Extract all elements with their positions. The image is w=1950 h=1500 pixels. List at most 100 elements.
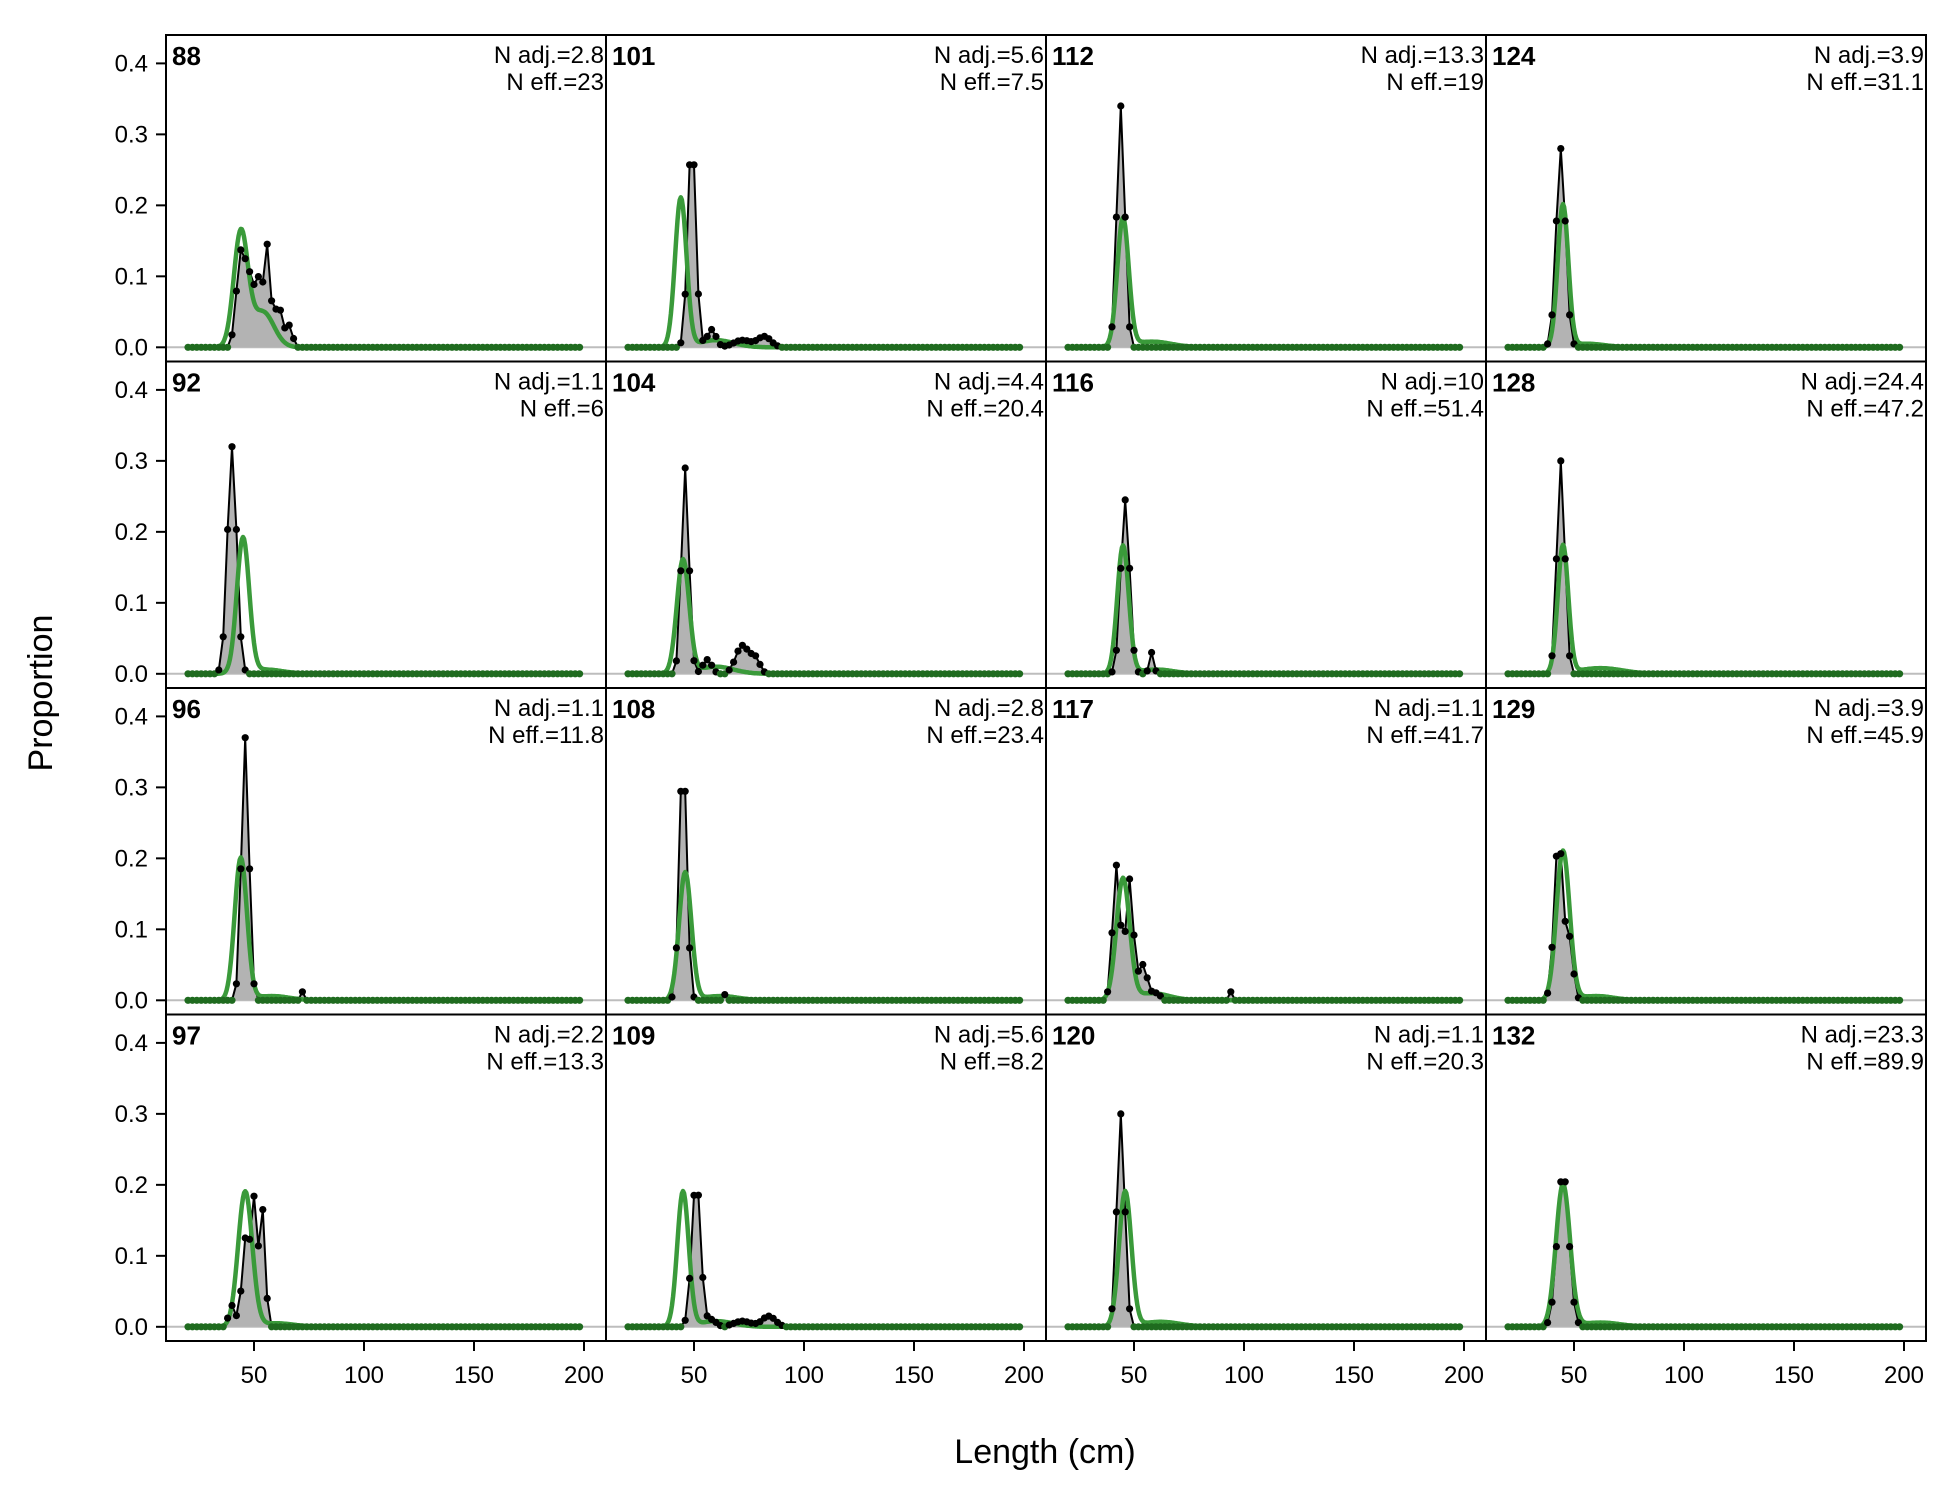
observed-point xyxy=(232,1312,240,1320)
observed-point xyxy=(1112,213,1120,221)
y-tick-label: 0.4 xyxy=(115,703,148,730)
observed-point xyxy=(1121,213,1129,221)
observed-point xyxy=(1544,670,1552,678)
observed-point xyxy=(756,660,764,668)
observed-point xyxy=(1148,648,1156,657)
observed-point xyxy=(1130,931,1138,939)
observed-point xyxy=(1112,1208,1120,1216)
n-eff-label: N eff.=51.4 xyxy=(1366,396,1484,423)
observed-point xyxy=(215,666,223,674)
x-tick-label: 100 xyxy=(1224,1362,1264,1389)
panel-frame xyxy=(1485,1013,1927,1342)
observed-point xyxy=(576,343,584,351)
observed-point xyxy=(694,667,702,676)
observed-point xyxy=(1561,555,1569,563)
n-adj-label: N adj.=1.1 xyxy=(494,695,604,722)
n-eff-label: N eff.=23 xyxy=(506,69,604,96)
panel-id-label: 129 xyxy=(1492,694,1535,724)
n-eff-label: N eff.=13.3 xyxy=(486,1049,604,1076)
observed-point xyxy=(237,1287,245,1295)
observed-point xyxy=(285,321,293,329)
observed-point xyxy=(708,325,716,334)
observed-point xyxy=(1570,1298,1578,1306)
observed-point xyxy=(254,1242,262,1250)
observed-point xyxy=(672,343,680,351)
observed-point xyxy=(1552,217,1560,225)
observed-point xyxy=(1112,646,1120,654)
y-tick-label: 0.0 xyxy=(115,661,148,688)
observed-fill xyxy=(188,446,580,674)
observed-point xyxy=(721,991,729,999)
observed-point xyxy=(690,161,698,169)
expected-line xyxy=(186,534,581,677)
panel-101: 101 N adj.=5.6N eff.=7.5 xyxy=(605,34,1047,363)
observed-point xyxy=(668,670,676,678)
x-tick-label: 200 xyxy=(564,1362,604,1389)
n-adj-label: N adj.=5.6 xyxy=(934,42,1044,69)
n-adj-label: N adj.=2.8 xyxy=(934,695,1044,722)
observed-point xyxy=(1117,564,1125,572)
y-tick-label: 0.1 xyxy=(115,916,148,943)
observed-point xyxy=(232,287,240,295)
x-tick-label: 50 xyxy=(681,1362,708,1389)
observed-point xyxy=(1121,927,1129,935)
observed-point xyxy=(1130,646,1138,654)
observed-point xyxy=(672,944,680,952)
x-axis-title: Length (cm) xyxy=(954,1433,1135,1471)
observed-point xyxy=(1121,496,1129,504)
observed-point xyxy=(1561,1178,1569,1186)
n-adj-label: N adj.=2.2 xyxy=(494,1022,604,1049)
x-tick-label: 150 xyxy=(1774,1362,1814,1389)
observed-point xyxy=(1566,311,1574,319)
observed-point xyxy=(246,1235,254,1243)
observed-point xyxy=(1139,960,1147,969)
observed-point xyxy=(259,278,267,286)
y-tick-label: 0.2 xyxy=(115,1172,148,1199)
panel-id-label: 112 xyxy=(1052,41,1094,71)
observed-point xyxy=(224,343,232,351)
n-adj-label: N adj.=1.1 xyxy=(494,369,604,396)
panel-97: 97 N adj.=2.2N eff.=13.3 xyxy=(165,1013,607,1342)
observed-point xyxy=(224,1314,232,1322)
observed-point xyxy=(576,670,584,678)
y-tick-label: 0.2 xyxy=(115,519,148,546)
x-tick-label: 50 xyxy=(1561,1362,1588,1389)
panel-112: 112 N adj.=13.3N eff.=19 xyxy=(1045,34,1487,363)
observed-point xyxy=(681,1316,689,1324)
y-tick-label: 0.1 xyxy=(115,590,148,617)
n-adj-label: N adj.=1.1 xyxy=(1374,1022,1484,1049)
observed-point xyxy=(1544,1319,1552,1327)
n-adj-label: N adj.=5.6 xyxy=(934,1022,1044,1049)
n-eff-label: N eff.=31.1 xyxy=(1806,69,1924,96)
x-tick-label: 200 xyxy=(1004,1362,1044,1389)
y-tick-label: 0.3 xyxy=(115,121,148,148)
panel-96: 96 N adj.=1.1N eff.=11.8 xyxy=(165,687,607,1016)
observed-point xyxy=(1548,1298,1556,1306)
observed-point xyxy=(743,645,751,653)
panel-92: 92 N adj.=1.1N eff.=6 xyxy=(165,360,607,689)
observed-point xyxy=(730,658,738,666)
n-adj-label: N adj.=13.3 xyxy=(1361,42,1484,69)
observed-point xyxy=(250,1192,258,1200)
observed-point xyxy=(694,290,702,298)
axes-layer: 0.0 0.1 0.2 0.3 0.4 0.0 0.1 0.2 0.3 0.4 0.0 0.1 0.2 0… xyxy=(115,50,1924,1389)
n-eff-label: N eff.=19 xyxy=(1386,69,1484,96)
n-eff-label: N eff.=89.9 xyxy=(1806,1049,1924,1076)
panel-129: 129 N adj.=3.9N eff.=45.9 xyxy=(1485,687,1927,1016)
observed-point xyxy=(734,647,742,655)
observed-point xyxy=(1896,343,1904,351)
y-tick-label: 0.3 xyxy=(115,1101,148,1128)
observed-point xyxy=(1117,102,1125,110)
observed-point xyxy=(677,567,685,575)
n-eff-label: N eff.=23.4 xyxy=(926,722,1044,749)
n-adj-label: N adj.=1.1 xyxy=(1374,695,1484,722)
x-tick-label: 150 xyxy=(454,1362,494,1389)
panel-id-label: 97 xyxy=(172,1021,201,1051)
observed-fill xyxy=(188,244,580,348)
panel-128: 128 N adj.=24.4N eff.=47.2 xyxy=(1485,360,1927,689)
observed-point xyxy=(703,332,711,340)
panel-109: 109 N adj.=5.6N eff.=8.2 xyxy=(605,1013,1047,1342)
n-adj-label: N adj.=3.9 xyxy=(1814,42,1924,69)
panel-id-label: 128 xyxy=(1492,368,1535,398)
